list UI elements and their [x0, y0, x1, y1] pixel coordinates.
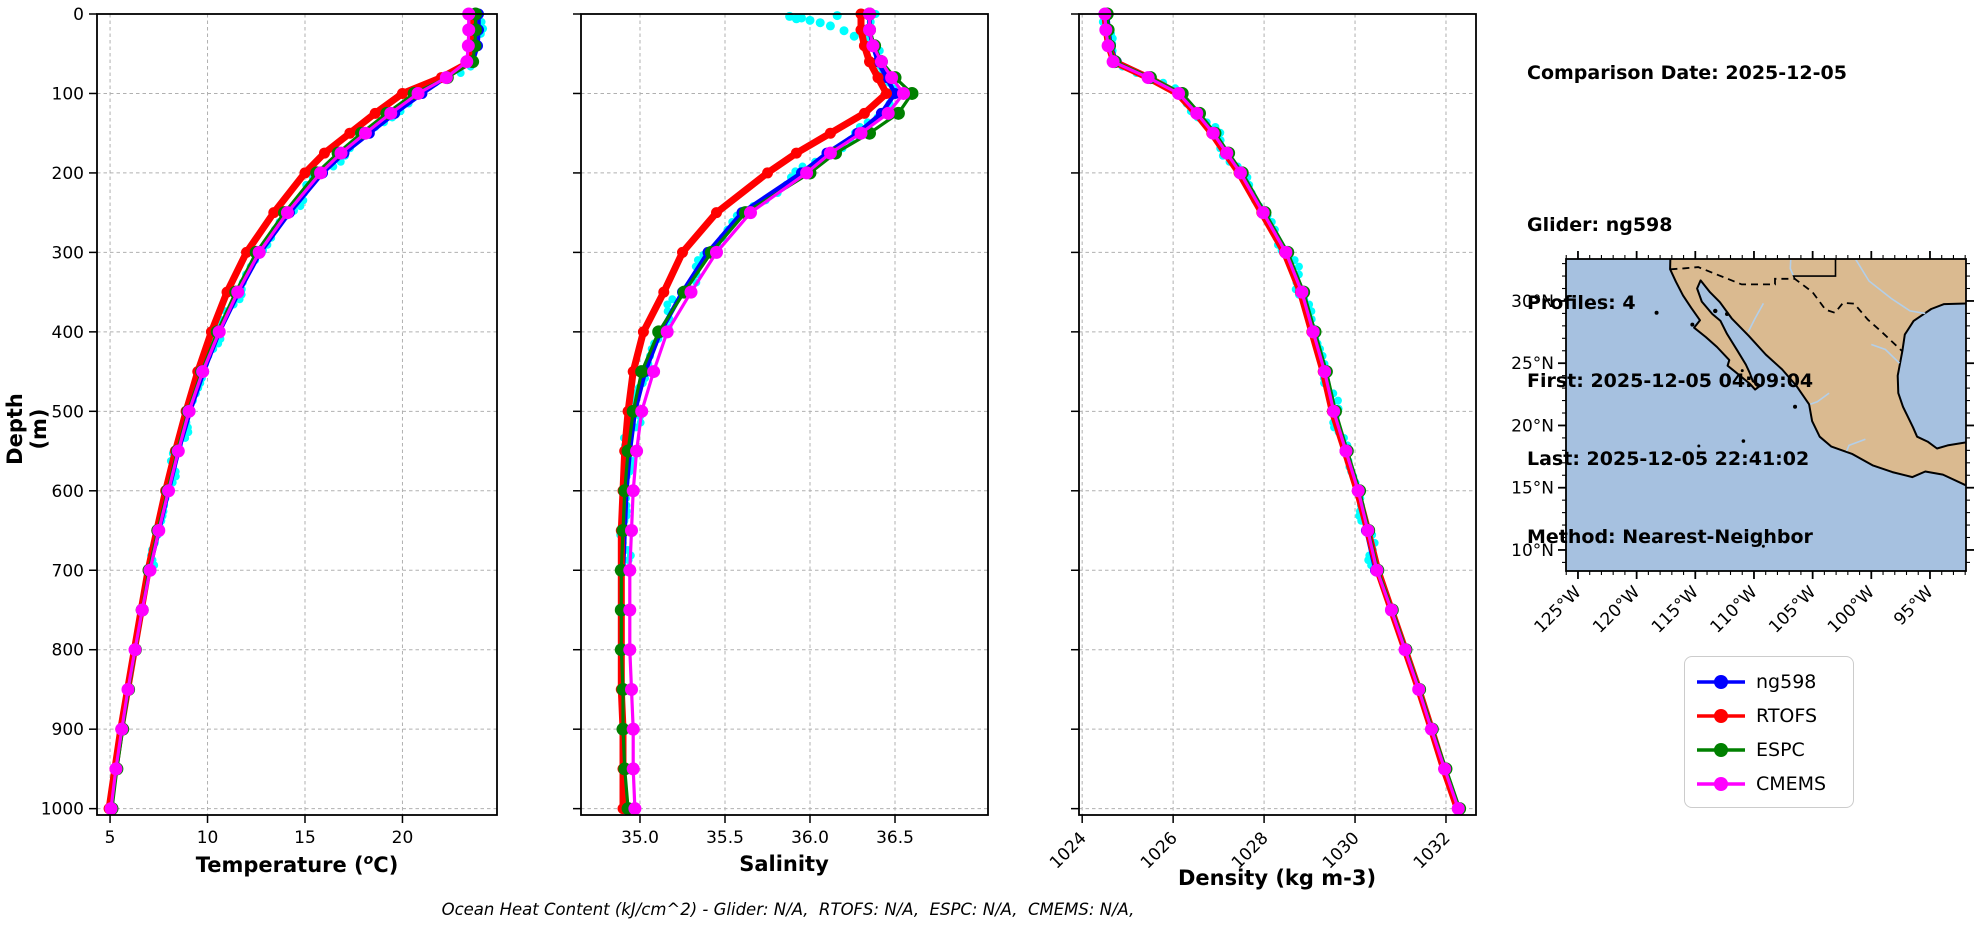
y-tick-label: 0 [73, 5, 84, 25]
gridlines [1079, 13, 1476, 815]
legend-item-rtofs: RTOFS [1685, 699, 1853, 733]
x-tick-label: 1026 [1137, 828, 1182, 873]
y-tick-label: 700 [52, 561, 84, 581]
y-tick-label: 300 [52, 243, 84, 263]
map-lat-tick-label: 30°N [1511, 292, 1554, 312]
legend-marker-icon [1697, 675, 1745, 689]
map-lat-tick-label: 15°N [1511, 479, 1554, 499]
info-last: Last: 2025-12-05 22:41:02 [1527, 448, 1810, 470]
map-river [1871, 343, 1901, 364]
y-tick-label: 500 [52, 402, 84, 422]
map-lat-tick-label: 10°N [1511, 541, 1554, 561]
y-tick-label: 400 [52, 323, 84, 343]
salinity-axis-label-text: Salinity [739, 852, 829, 876]
info-gap [1527, 138, 1847, 160]
x-tick-label: 36.0 [791, 828, 829, 848]
map-features [1566, 259, 1966, 571]
map-state-border [1792, 259, 1837, 280]
x-tick-label: 5 [105, 828, 116, 848]
series-cmems [1098, 7, 1465, 816]
map-lat-tick-label: 20°N [1511, 416, 1554, 436]
x-tick-label: 10 [197, 828, 219, 848]
map-island [1713, 308, 1718, 314]
map-river [1810, 392, 1830, 406]
map-island [1741, 439, 1746, 443]
series-cmems [623, 7, 911, 816]
x-tick-label: 1024 [1046, 828, 1091, 873]
legend-label: ESPC [1756, 739, 1805, 761]
legend: ng598 RTOFS ESPC CMEMS [1684, 656, 1854, 808]
x-tick-label: 15 [294, 828, 316, 848]
legend-item-ng598: ng598 [1685, 665, 1853, 699]
y-tick-label: 900 [52, 720, 84, 740]
temperature-axis-label: Temperature (oC) [196, 852, 399, 877]
legend-marker-icon [1697, 743, 1745, 757]
map-island [1690, 322, 1695, 327]
map-island [1793, 404, 1798, 409]
legend-label: CMEMS [1756, 773, 1827, 795]
map-island [1654, 310, 1659, 315]
legend-item-cmems: CMEMS [1685, 767, 1853, 801]
x-axis-ticks: 35.0 35.5 36.0 36.5 [621, 815, 914, 848]
y-axis-ticks [573, 13, 581, 810]
salinity-axis-label: Salinity [739, 852, 829, 876]
temperature-axis-label-unit: C) [373, 853, 399, 877]
temperature-axis-label-text: Temperature ( [195, 853, 364, 877]
y-tick-label: 200 [52, 164, 84, 184]
map-island [1740, 369, 1744, 373]
density-axis-label: Density (kg m-3) [1178, 866, 1376, 890]
y-tick-label: 600 [52, 482, 84, 502]
info-first: First: 2025-12-05 04:09:04 [1527, 370, 1814, 392]
gridlines [97, 13, 497, 815]
y-tick-label: 800 [52, 641, 84, 661]
x-axis-ticks: 1024 1026 1028 1030 1032 [1046, 815, 1455, 873]
legend-marker-icon [1697, 709, 1745, 723]
comparison-info-panel: Comparison Date: 2025-12-05 Glider: ng59… [1527, 8, 1847, 602]
y-axis-ticks: 0 100 200 300 400 500 600 700 800 900 1000 [41, 5, 97, 820]
x-tick-label: 35.5 [706, 828, 744, 848]
y-tick-label: 1000 [41, 800, 84, 820]
comparison-date: Comparison Date: 2025-12-05 [1527, 62, 1847, 84]
legend-marker-icon [1697, 777, 1745, 791]
legend-item-espc: ESPC [1685, 733, 1853, 767]
info-glider: Glider: ng598 [1527, 214, 1673, 236]
legend-label: RTOFS [1756, 705, 1818, 727]
x-tick-label: 1032 [1410, 828, 1455, 873]
map-island [1697, 444, 1701, 448]
series-cmems [104, 7, 476, 816]
map-land [1669, 259, 1966, 487]
density-plot: 1024 1026 1028 1030 1032 [1046, 7, 1477, 873]
map-lon-tick-label: 95°W [1890, 582, 1937, 629]
x-axis-ticks: 5 10 15 20 [105, 815, 414, 848]
info-profiles: Profiles: 4 [1527, 292, 1636, 314]
map-river [1854, 259, 1926, 315]
map-lat-tick-label: 25°N [1511, 354, 1554, 374]
map-island [1761, 544, 1765, 548]
info-method: Method: Nearest-Neighbor [1527, 526, 1813, 548]
map-island [1724, 312, 1729, 317]
temperature-axis-label-sup: o [363, 852, 374, 868]
ocean-heat-content-footer: Ocean Heat Content (kJ/cm^2) - Glider: N… [441, 900, 1135, 919]
map-river [1747, 303, 1765, 333]
x-tick-label: 35.0 [621, 828, 659, 848]
map-river [1845, 438, 1866, 452]
density-axis-label-text: Density (kg m-3) [1177, 866, 1377, 890]
map-ticks [1558, 251, 1974, 579]
legend-label: ng598 [1756, 671, 1817, 693]
salinity-plot: 35.0 35.5 36.0 36.5 [573, 7, 989, 848]
depth-axis-label: Depth (m) [3, 393, 51, 465]
x-tick-label: 36.5 [876, 828, 914, 848]
y-axis-ticks [1071, 13, 1079, 810]
x-tick-label: 20 [392, 828, 414, 848]
y-tick-label: 100 [52, 84, 84, 104]
